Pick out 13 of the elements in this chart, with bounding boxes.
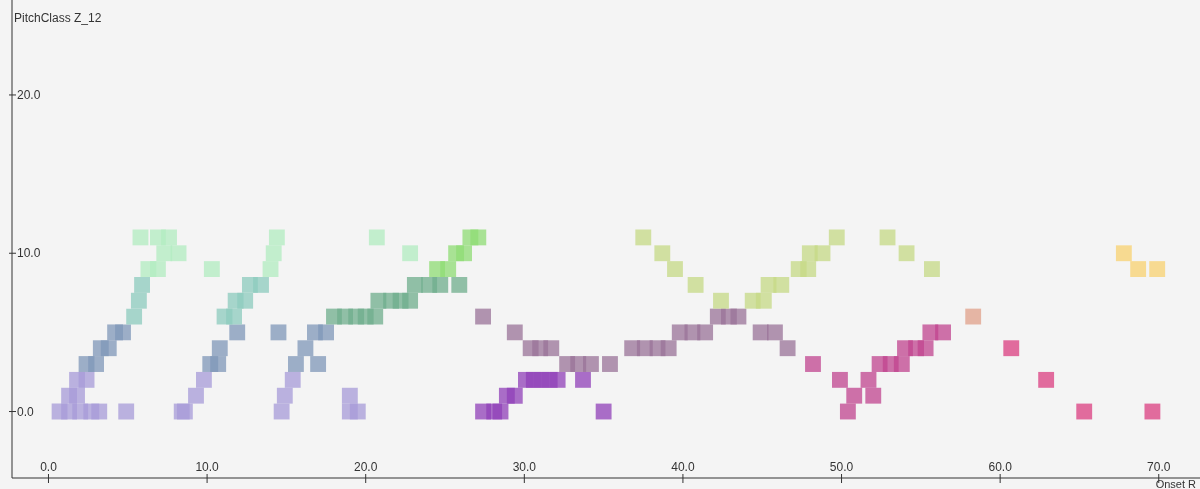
- y-tick-label: 20.0: [17, 88, 41, 103]
- x-axis-title: Onset R: [1155, 478, 1197, 489]
- y-tick-label: 10.0: [17, 246, 41, 261]
- x-tick-label: 20.0: [354, 460, 378, 474]
- x-tick-label: 0.0: [40, 460, 58, 474]
- x-tick-label: 50.0: [829, 460, 854, 474]
- x-tick-label: 30.0: [512, 460, 537, 474]
- x-tick-label: 40.0: [671, 460, 695, 474]
- y-axis-title: PitchClass Z_12: [14, 11, 102, 25]
- y-tick-label: 0.0: [17, 404, 35, 419]
- x-tick-label: 70.0: [1147, 460, 1171, 474]
- x-tick-label: 10.0: [195, 460, 220, 474]
- x-tick-label: 60.0: [988, 460, 1013, 474]
